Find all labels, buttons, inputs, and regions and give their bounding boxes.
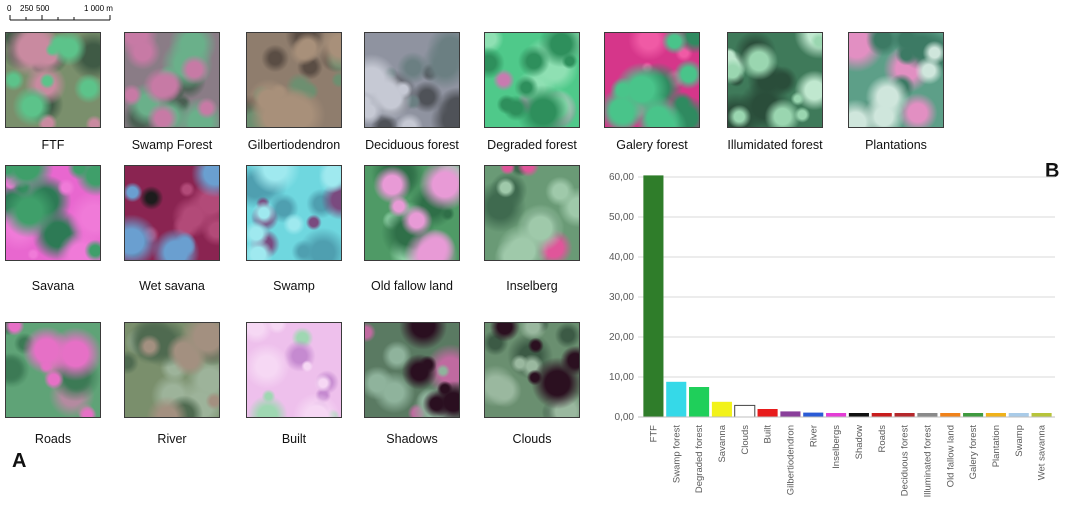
bar-river: [803, 412, 824, 417]
tile-river: [124, 322, 220, 418]
tile-caption: Illumidated forest: [727, 138, 823, 152]
bar-old-fallow-land: [940, 413, 961, 417]
tile-savana: [5, 165, 101, 261]
y-tick-label: 50,00: [609, 212, 634, 223]
x-tick-label: Swamp: [1014, 425, 1025, 457]
x-tick-label: Wet savanna: [1037, 424, 1048, 480]
tile-caption: Swamp Forest: [131, 138, 213, 152]
bar-wet-savanna: [1031, 413, 1052, 417]
bar-built: [757, 409, 778, 417]
tile-caption: Savana: [31, 279, 75, 293]
x-tick-label: Degraded forest: [694, 425, 705, 493]
tile-deciduous-forest: [364, 32, 460, 128]
x-tick-label: Inselbergs: [831, 425, 842, 469]
land-cover-bar-chart: 0,00 10,00 20,00 30,00 40,00 50,00 60,00 FTF Swa…: [609, 172, 1055, 498]
y-tick-label: 60,00: [609, 172, 634, 183]
tile-caption: Plantations: [865, 138, 927, 152]
bar-shadow: [848, 413, 869, 417]
tile-degraded-forest: [484, 32, 580, 128]
x-tick-label: Gilbertiodendron: [785, 425, 796, 495]
panel-label-a: A: [12, 450, 27, 472]
x-tick-label: Plantation: [991, 425, 1002, 467]
x-tick-label: Illuminated forest: [922, 425, 933, 498]
tile-galery-forest: [604, 32, 700, 128]
tile-wet-savana: [124, 165, 220, 261]
tile-caption: Galery forest: [616, 138, 688, 152]
y-tick-label: 40,00: [609, 252, 634, 263]
scale-label-250: 250: [20, 4, 34, 13]
tile-caption: Shadows: [386, 432, 438, 446]
tile-caption: Roads: [34, 432, 72, 446]
tile-caption: Old fallow land: [371, 279, 453, 293]
tile-caption: Deciduous forest: [365, 138, 459, 152]
x-tick-label: Shadow: [854, 425, 865, 459]
x-tick-label: Clouds: [740, 425, 751, 455]
bar-degraded-forest: [689, 387, 710, 417]
bar-savanna: [711, 401, 732, 417]
tile-plantations: [848, 32, 944, 128]
bar-ftf: [643, 175, 664, 417]
scale-label-1000: 1 000 m: [84, 4, 113, 13]
x-tick-label: Roads: [877, 425, 888, 453]
scale-label-0: 0: [7, 4, 12, 13]
x-tick-label: Swamp forest: [671, 425, 682, 483]
bar-gilbertiodendron: [780, 411, 801, 417]
tile-caption: Built: [281, 432, 307, 446]
bar-roads: [871, 413, 892, 417]
tile-caption: Degraded forest: [487, 138, 577, 152]
scale-bar: 0 250 500 1 000 m: [7, 4, 113, 21]
x-tick-label: Galery forest: [968, 425, 979, 480]
tile-swamp-forest: [124, 32, 220, 128]
x-tick-label: FTF: [648, 425, 659, 443]
x-tick-label: Deciduous forest: [900, 425, 911, 497]
bar-clouds: [734, 404, 756, 418]
tile-caption: Gilbertiodendron: [247, 138, 341, 152]
tile-caption: FTF: [41, 138, 65, 152]
bar-galery-forest: [963, 413, 984, 417]
tile-clouds: [484, 322, 580, 418]
tile-caption: Inselberg: [506, 279, 558, 293]
y-tick-label: 30,00: [609, 292, 634, 303]
bar-swamp-forest: [666, 381, 687, 417]
tile-roads: [5, 322, 101, 418]
bar-inselbergs: [826, 413, 847, 417]
tile-inselberg: [484, 165, 580, 261]
tile-shadows: [364, 322, 460, 418]
tile-gilbertiodendron: [246, 32, 342, 128]
x-tick-label: Built: [763, 425, 774, 444]
scale-label-500: 500: [36, 4, 50, 13]
tile-old-fallow-land: [364, 165, 460, 261]
bar-deciduous-forest: [894, 413, 915, 417]
x-tick-label: Old fallow land: [945, 425, 956, 487]
y-tick-label: 20,00: [609, 332, 634, 343]
tile-illumidated-forest: [727, 32, 823, 128]
tile-ftf: [5, 32, 101, 128]
bar-plantation: [985, 413, 1006, 417]
tile-swamp: [246, 165, 342, 261]
tile-caption: Clouds: [512, 432, 552, 446]
bar-swamp: [1008, 413, 1029, 417]
tile-built: [246, 322, 342, 418]
y-tick-label: 10,00: [609, 372, 634, 383]
x-tick-label: River: [808, 425, 819, 447]
tile-caption: Swamp: [273, 279, 315, 293]
tile-caption: Wet savana: [139, 279, 205, 293]
x-tick-label: Savanna: [717, 424, 728, 462]
tile-caption: River: [157, 432, 187, 446]
y-tick-label: 0,00: [615, 412, 635, 423]
bar-illuminated-forest: [917, 413, 938, 417]
